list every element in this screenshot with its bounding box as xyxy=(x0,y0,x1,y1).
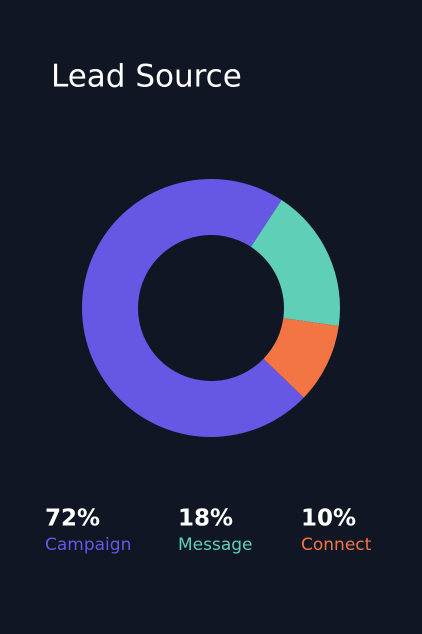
legend-label: Message xyxy=(178,535,253,555)
legend-label: Campaign xyxy=(45,535,131,555)
legend-label: Connect xyxy=(301,535,372,555)
pie-slice xyxy=(263,318,339,398)
chart-title: Lead Source xyxy=(51,59,242,95)
legend-value: 18% xyxy=(178,506,233,532)
pie-slice xyxy=(81,179,304,438)
legend-value: 72% xyxy=(45,506,100,532)
pie-slice xyxy=(250,200,340,326)
legend-value: 10% xyxy=(301,506,356,532)
